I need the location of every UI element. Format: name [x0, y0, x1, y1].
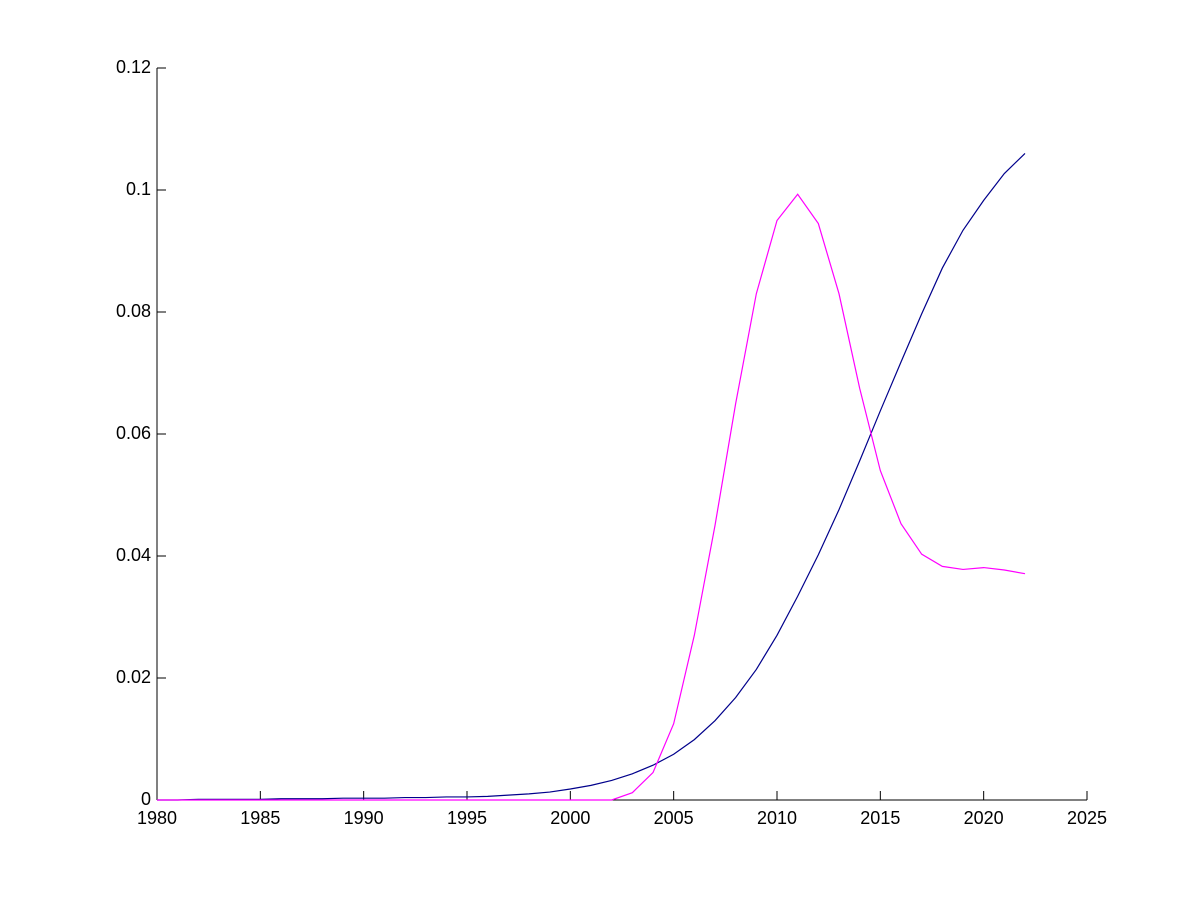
x-tick-label: 2015	[860, 808, 900, 828]
y-tick-label: 0.12	[116, 57, 151, 77]
x-tick-label: 1980	[137, 808, 177, 828]
x-tick-label: 2005	[654, 808, 694, 828]
x-tick-label: 2000	[550, 808, 590, 828]
series-line	[157, 193, 1026, 801]
x-tick-label: 2025	[1067, 808, 1107, 828]
series-line	[157, 152, 1026, 801]
x-tick-label: 1985	[240, 808, 280, 828]
y-tick-label: 0	[141, 789, 151, 809]
x-tick-label: 2020	[964, 808, 1004, 828]
x-tick-label: 2010	[757, 808, 797, 828]
x-tick-label: 1990	[344, 808, 384, 828]
y-tick-label: 0.1	[126, 179, 151, 199]
y-tick-label: 0.04	[116, 545, 151, 565]
x-tick-label: 1995	[447, 808, 487, 828]
y-tick-label: 0.06	[116, 423, 151, 443]
y-tick-label: 0.02	[116, 667, 151, 687]
y-tick-label: 0.08	[116, 301, 151, 321]
